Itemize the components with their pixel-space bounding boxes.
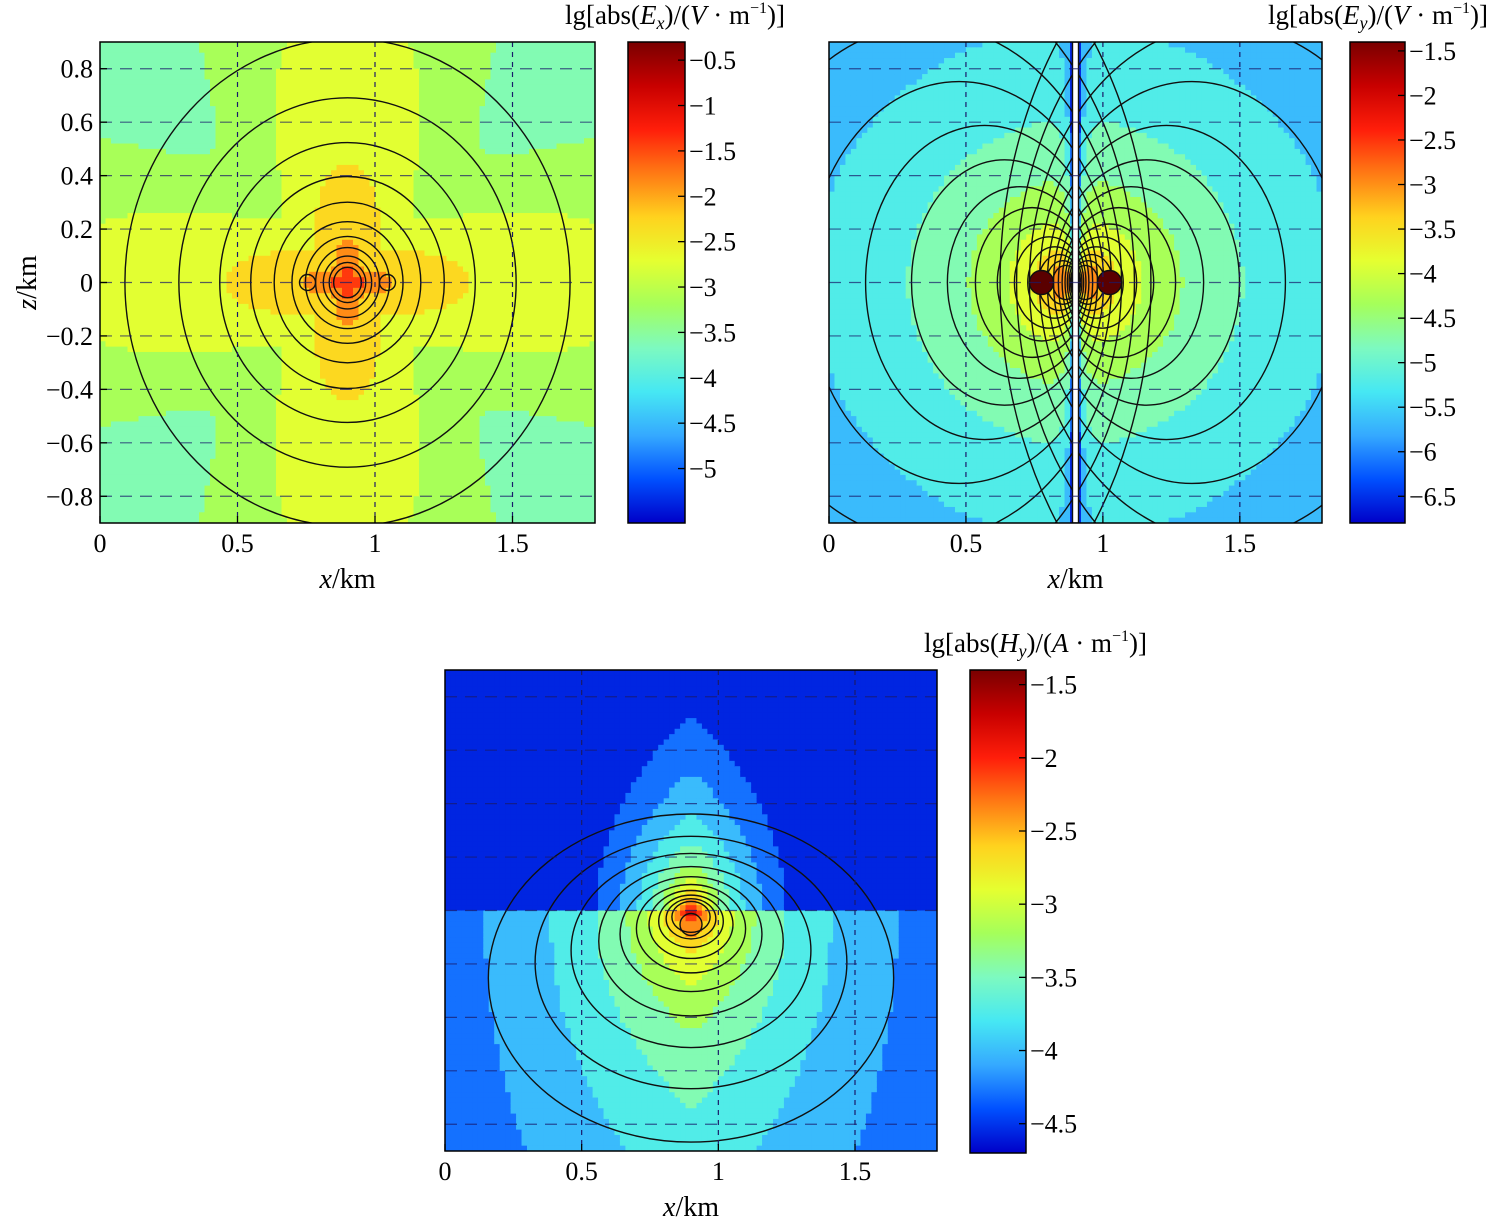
colorbar-tick-label: −3 [689, 273, 717, 302]
panel-ey: 0 0.5 1 1.5 x/km −1.5 −2 −2.5 −3 −3.5 −4 −4.5 −5 −5.5… [823, 0, 1489, 595]
colorbar-tick-label: −4.5 [689, 409, 736, 438]
x-tick-label: 1.5 [1224, 529, 1257, 558]
colorbar-tick-label: −5.5 [1409, 393, 1456, 422]
x-tick-label: 0 [439, 1157, 452, 1186]
x-tick-label: 1.5 [839, 1157, 872, 1186]
colorbar-tick-label: −3 [1030, 890, 1058, 919]
colorbar-tick-label: −1.5 [1030, 671, 1077, 700]
x-tick-label: 0.5 [565, 1157, 598, 1186]
x-tick-label: 0 [94, 529, 107, 558]
x-tick-label: 1.5 [496, 529, 529, 558]
y-tick-label: −0.6 [46, 429, 93, 458]
colorbar-tick-label: −2 [689, 182, 717, 211]
colorbar-tick-label: −5 [1409, 349, 1437, 378]
colorbar-tick-label: −2.5 [689, 228, 736, 257]
y-tick-label: −0.4 [46, 375, 93, 404]
y-tick-label: 0 [80, 269, 93, 298]
colorbar-tick-label: −1.5 [1409, 37, 1456, 66]
colorbar-tick-label: −4 [1409, 260, 1437, 289]
panel-ex: 0 0.5 1 1.5 x/km 0.8 0.6 0.4 0.2 0 −0.2 −0.4 −0.6 −0.… [12, 0, 785, 595]
colorbar-tick-label: −4.5 [1409, 304, 1456, 333]
colorbar-tick-label: −2 [1030, 744, 1058, 773]
panel-hy: 0 0.5 1 1.5 x/km −1.5 −2 −2.5 −3 −3.5 −4 −4.5 lg[abs… [439, 628, 1148, 1219]
colorbar-tick-label: −2 [1409, 81, 1437, 110]
colorbar-tick-label: −3.5 [1030, 963, 1077, 992]
y-tick-label: 0.8 [61, 55, 94, 84]
x-tick-label: 0.5 [950, 529, 983, 558]
x-axis-label: x/km [662, 1192, 719, 1219]
y-tick-label: 0.4 [61, 162, 94, 191]
colorbar-title-ey: lg[abs(Ey)/(V · m−1)] [1268, 0, 1488, 33]
grid-ex [100, 42, 595, 523]
colorbar-title-hy: lg[abs(Hy)/(A · m−1)] [924, 628, 1147, 661]
colorbar-tick-label: −4 [1030, 1037, 1058, 1066]
colorbar-title-ex: lg[abs(Ex)/(V · m−1)] [565, 0, 785, 33]
colorbar-tick-label: −3.5 [689, 318, 736, 347]
y-tick-label: −0.8 [46, 482, 93, 511]
x-tick-label: 0.5 [221, 529, 254, 558]
field-ey [829, 42, 1322, 523]
colorbar-tick-label: −3 [1409, 171, 1437, 200]
grid-ey [829, 42, 1322, 523]
colorbar-tick-label: −1.5 [689, 137, 736, 166]
colorbar-tick-label: −5 [689, 455, 717, 484]
x-axis-label: x/km [319, 564, 376, 595]
x-tick-label: 1 [369, 529, 382, 558]
colorbar-ey [1349, 41, 1406, 524]
x-axis-label: x/km [1047, 564, 1104, 595]
colorbar-tick-label: −0.5 [689, 46, 736, 75]
contours-hy [487, 813, 895, 1143]
colorbar-ex [627, 41, 686, 524]
colorbar-tick-label: −2.5 [1409, 126, 1456, 155]
colorbar-tick-label: −4 [689, 364, 717, 393]
y-tick-label: −0.2 [46, 322, 93, 351]
colorbar-tick-label: −3.5 [1409, 215, 1456, 244]
field-ex [100, 42, 595, 523]
colorbar-tick-label: −1 [689, 92, 717, 121]
colorbar-tick-label: −2.5 [1030, 817, 1077, 846]
grid-hy [445, 670, 937, 1151]
y-tick-label: 0.6 [61, 108, 94, 137]
plot-frame-hy [444, 669, 938, 1152]
colorbar-hy [969, 669, 1027, 1154]
y-tick-label: 0.2 [61, 215, 94, 244]
colorbar-tick-label: −6.5 [1409, 482, 1456, 511]
x-tick-label: 1 [712, 1157, 725, 1186]
colorbar-tick-label: −6 [1409, 438, 1437, 467]
y-axis-label: z/km [12, 255, 43, 311]
x-tick-label: 0 [823, 529, 836, 558]
plot-frame-ey [828, 41, 1323, 524]
colorbar-tick-label: −4.5 [1030, 1110, 1077, 1139]
x-tick-label: 1 [1096, 529, 1109, 558]
